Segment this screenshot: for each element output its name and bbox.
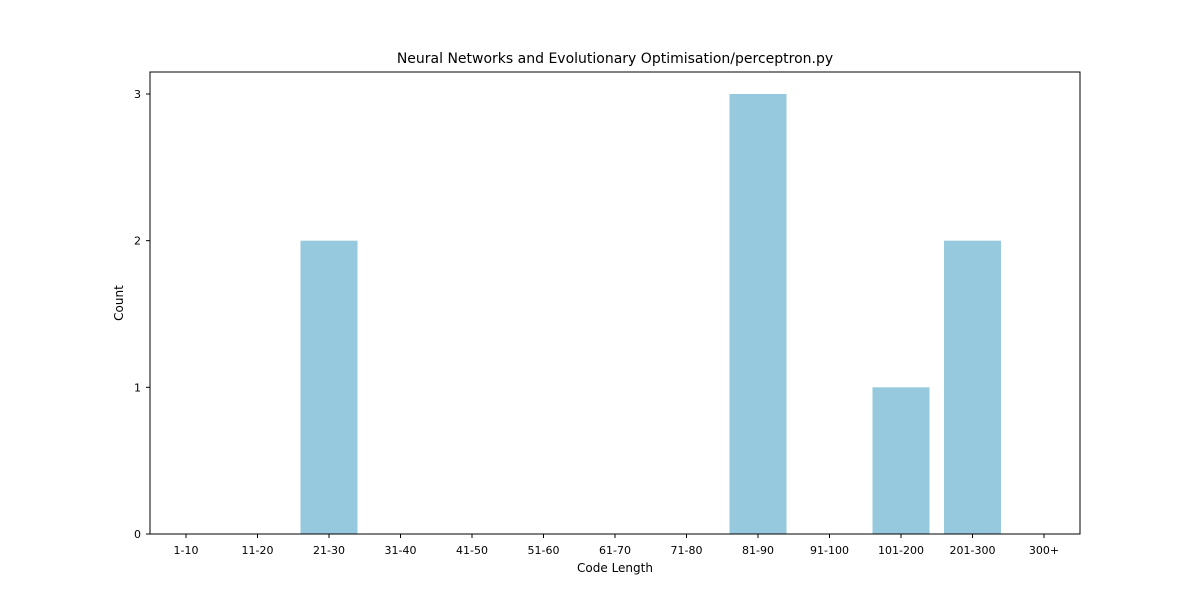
bars-group (300, 94, 1001, 534)
chart-title: Neural Networks and Evolutionary Optimis… (397, 51, 833, 67)
x-tick-label: 11-20 (242, 544, 274, 557)
y-tick-label: 3 (134, 88, 141, 101)
y-tick-label: 2 (134, 235, 141, 248)
y-tick-label: 0 (134, 528, 141, 541)
x-tick-label: 51-60 (528, 544, 560, 557)
x-tick-label: 71-80 (671, 544, 703, 557)
x-axis: 1-10 11-20 21-30 31-40 41-50 51-60 61-70 71-80 8… (174, 534, 1059, 557)
x-axis-label: Code Length (577, 561, 653, 575)
x-tick-label: 41-50 (456, 544, 488, 557)
bar-101-200 (872, 387, 930, 534)
bar-21-30 (300, 240, 358, 534)
y-axis: 0 1 2 3 (134, 88, 150, 541)
y-tick-label: 1 (134, 381, 141, 394)
x-tick-label: 91-100 (810, 544, 849, 557)
x-tick-label: 21-30 (313, 544, 345, 557)
x-tick-label: 61-70 (599, 544, 631, 557)
bar-81-90 (729, 94, 787, 534)
x-tick-label: 201-300 (950, 544, 996, 557)
plot-frame (149, 71, 1081, 535)
bar-201-300 (944, 240, 1001, 534)
x-tick-label: 101-200 (878, 544, 924, 557)
x-tick-label: 300+ (1029, 544, 1059, 557)
x-tick-label: 31-40 (385, 544, 417, 557)
y-axis-label: Count (112, 285, 126, 321)
x-tick-label: 81-90 (742, 544, 774, 557)
x-tick-label: 1-10 (174, 544, 199, 557)
